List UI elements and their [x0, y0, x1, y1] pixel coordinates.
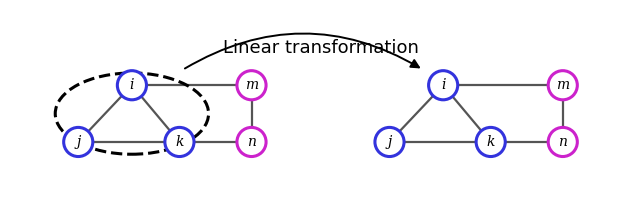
Circle shape: [117, 71, 146, 100]
Circle shape: [237, 127, 266, 157]
Text: i: i: [130, 78, 134, 92]
Text: n: n: [558, 135, 567, 149]
Text: j: j: [76, 135, 80, 149]
Circle shape: [548, 71, 577, 100]
Circle shape: [375, 127, 404, 157]
Circle shape: [548, 127, 577, 157]
Text: k: k: [176, 135, 184, 149]
Circle shape: [429, 71, 458, 100]
Text: i: i: [441, 78, 446, 92]
Circle shape: [476, 127, 506, 157]
Text: k: k: [486, 135, 495, 149]
Circle shape: [237, 71, 266, 100]
Text: Linear transformation: Linear transformation: [222, 39, 418, 57]
FancyArrowPatch shape: [185, 34, 419, 68]
Text: j: j: [387, 135, 392, 149]
Text: m: m: [245, 78, 258, 92]
Circle shape: [165, 127, 194, 157]
Text: m: m: [556, 78, 569, 92]
Circle shape: [64, 127, 93, 157]
Text: n: n: [247, 135, 256, 149]
